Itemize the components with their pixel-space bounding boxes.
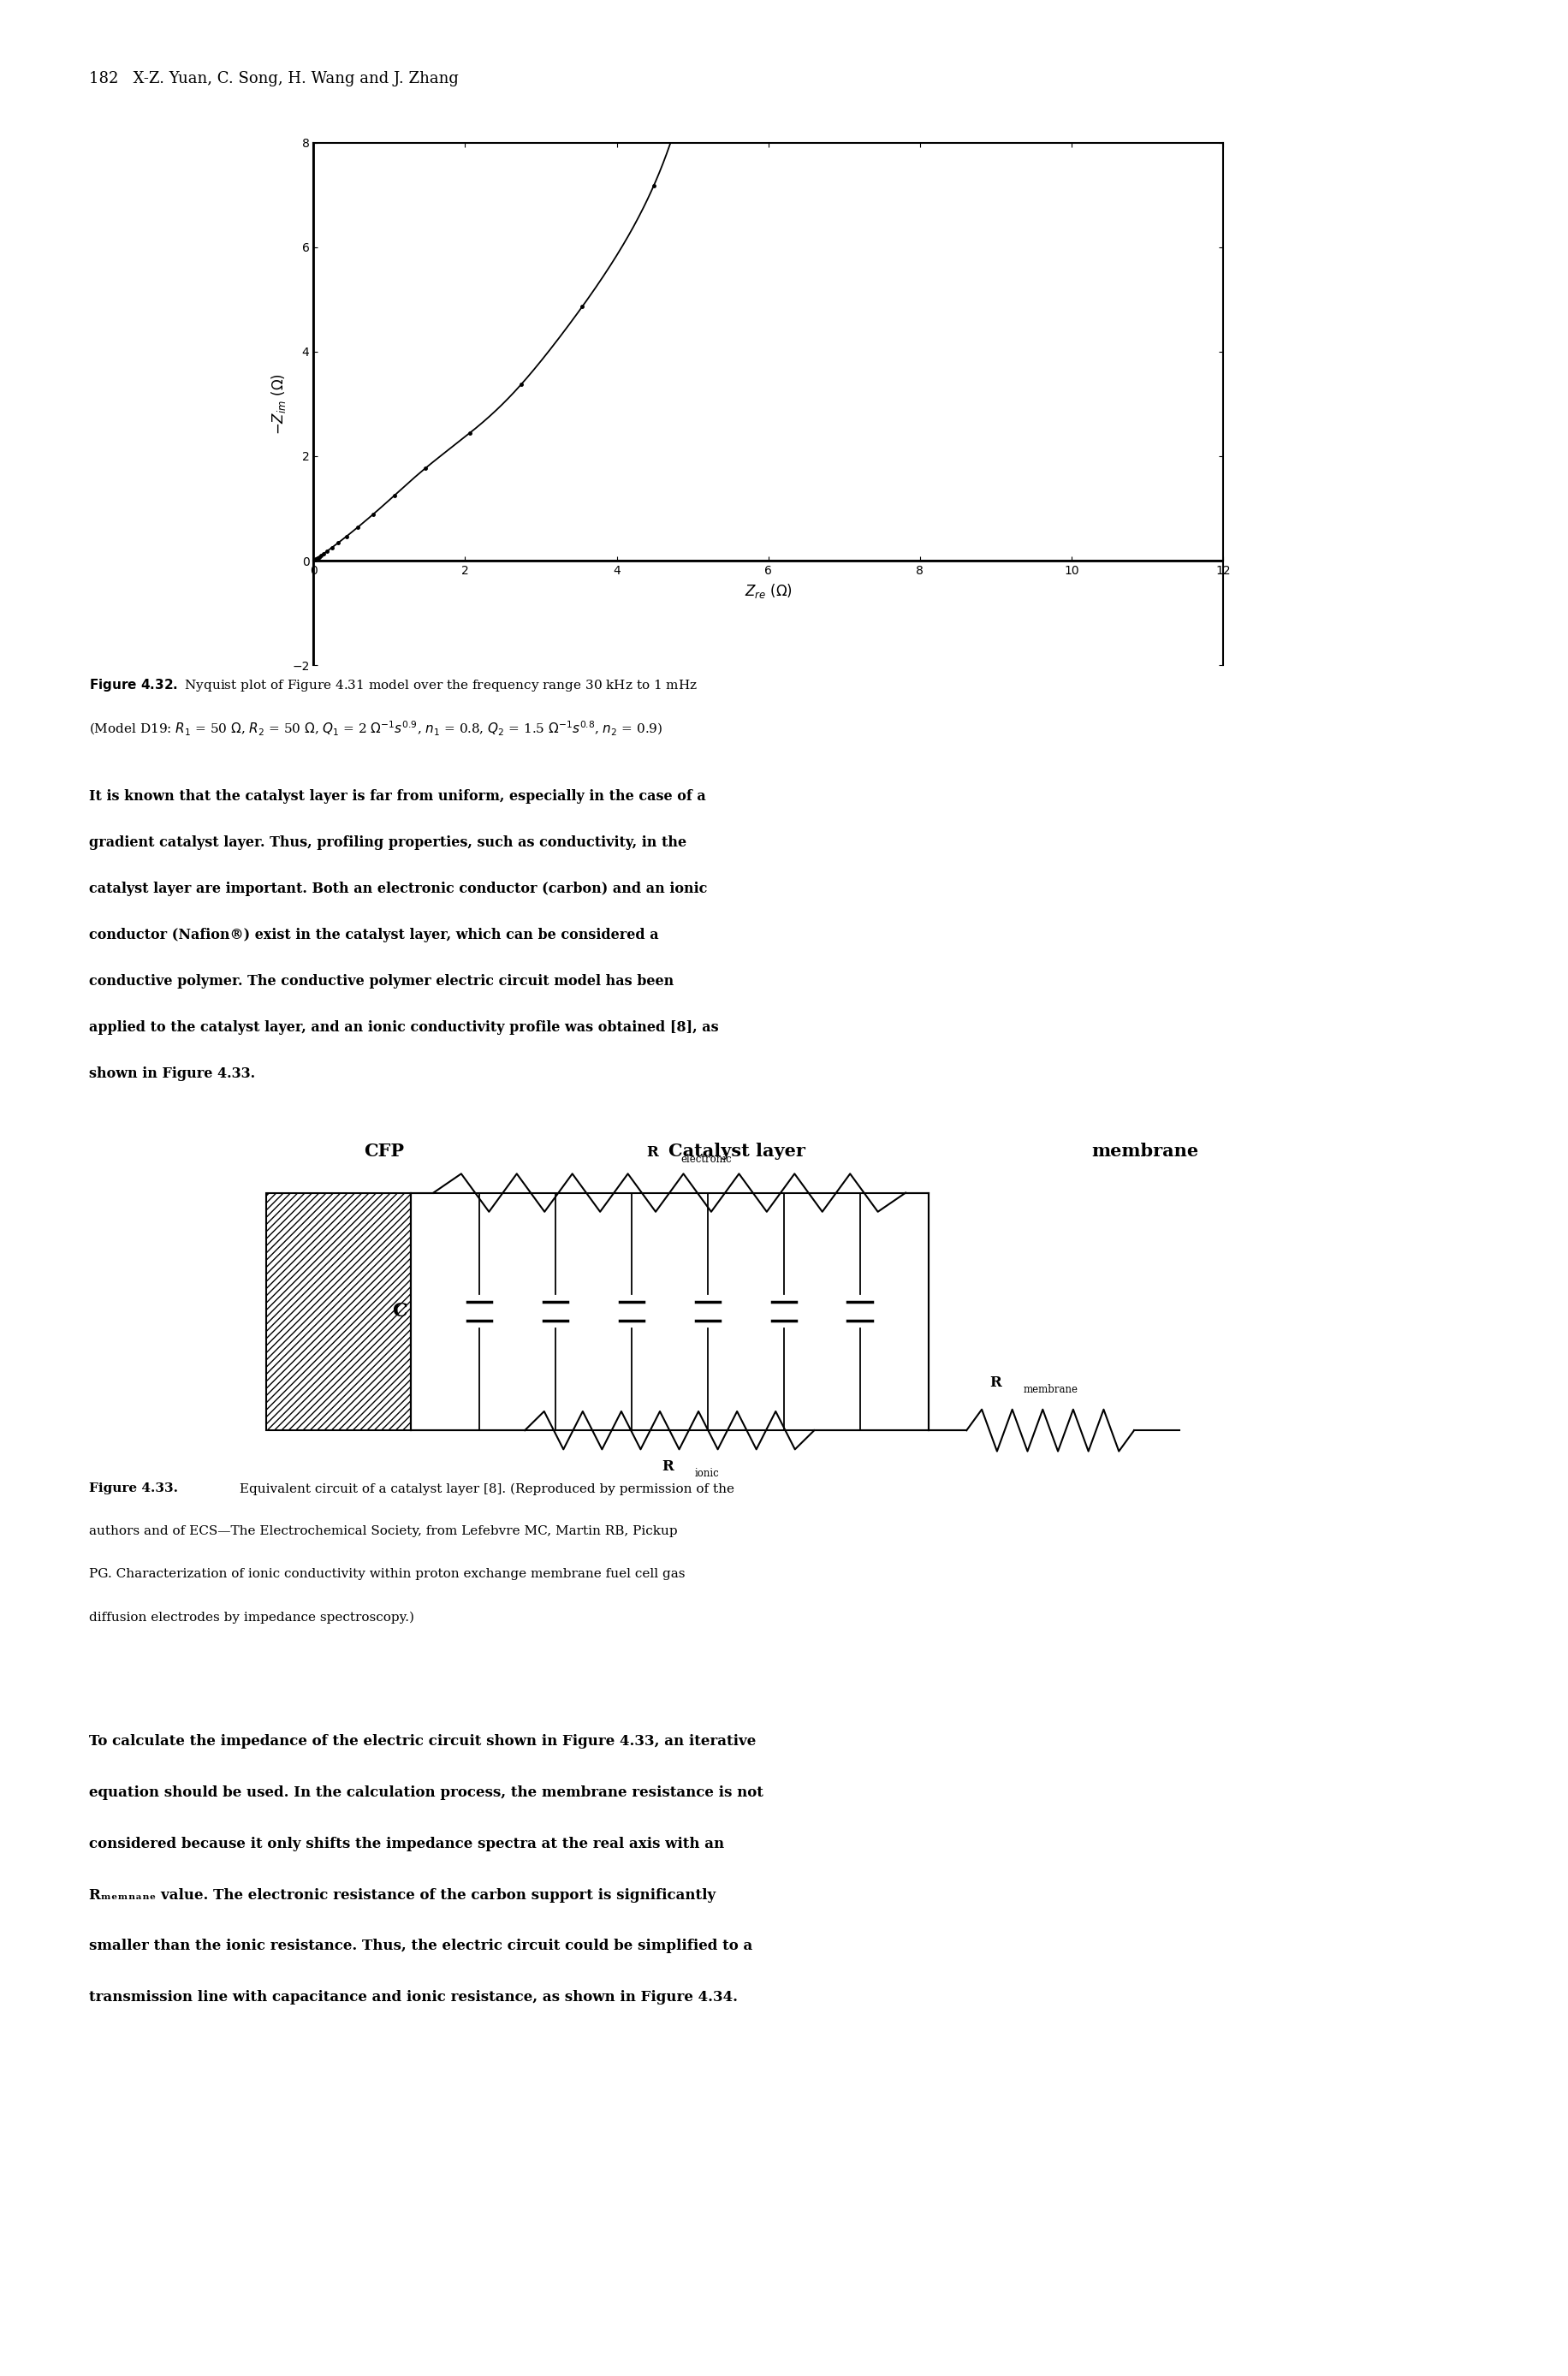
- Text: gradient catalyst layer. Thus, profiling properties, such as conductivity, in th: gradient catalyst layer. Thus, profiling…: [89, 836, 687, 851]
- Text: $\bf{Figure\ 4.32.}$ Nyquist plot of Figure 4.31 model over the frequency range : $\bf{Figure\ 4.32.}$ Nyquist plot of Fig…: [89, 677, 698, 694]
- Text: electronic: electronic: [681, 1155, 732, 1164]
- Text: smaller than the ionic resistance. Thus, the electric circuit could be simplifie: smaller than the ionic resistance. Thus,…: [89, 1939, 753, 1953]
- Text: membrane: membrane: [1024, 1383, 1079, 1395]
- Text: CFP: CFP: [364, 1143, 405, 1159]
- Text: diffusion electrodes by impedance spectroscopy.): diffusion electrodes by impedance spectr…: [89, 1611, 414, 1623]
- Text: (Model D19: $R_1$ = 50 $\Omega$, $R_2$ = 50 $\Omega$, $Q_1$ = 2 $\Omega^{-1}s^{0: (Model D19: $R_1$ = 50 $\Omega$, $R_2$ =…: [89, 720, 663, 739]
- Text: authors and of ECS—The Electrochemical Society, from Lefebvre MC, Martin RB, Pic: authors and of ECS—The Electrochemical S…: [89, 1525, 677, 1537]
- FancyBboxPatch shape: [411, 1193, 928, 1430]
- Text: ionic: ionic: [695, 1468, 720, 1478]
- Text: membrane: membrane: [1091, 1143, 1198, 1159]
- Y-axis label: $-Z_{im}\ (\Omega)$: $-Z_{im}\ (\Omega)$: [270, 373, 287, 435]
- X-axis label: $Z_{re}\ (\Omega)$: $Z_{re}\ (\Omega)$: [745, 582, 792, 599]
- Text: catalyst layer are important. Both an electronic conductor (carbon) and an ionic: catalyst layer are important. Both an el…: [89, 881, 707, 896]
- Text: R: R: [646, 1145, 659, 1159]
- Text: It is known that the catalyst layer is far from uniform, especially in the case : It is known that the catalyst layer is f…: [89, 789, 706, 803]
- Text: R: R: [662, 1459, 674, 1473]
- Text: 182   X-Z. Yuan, C. Song, H. Wang and J. Zhang: 182 X-Z. Yuan, C. Song, H. Wang and J. Z…: [89, 71, 459, 86]
- Text: Figure 4.33.: Figure 4.33.: [89, 1483, 179, 1495]
- Text: applied to the catalyst layer, and an ionic conductivity profile was obtained [8: applied to the catalyst layer, and an io…: [89, 1022, 720, 1036]
- Text: conductive polymer. The conductive polymer electric circuit model has been: conductive polymer. The conductive polym…: [89, 974, 674, 988]
- Text: equation should be used. In the calculation process, the membrane resistance is : equation should be used. In the calculat…: [89, 1787, 764, 1801]
- Text: considered because it only shifts the impedance spectra at the real axis with an: considered because it only shifts the im…: [89, 1837, 724, 1851]
- Text: Catalyst layer: Catalyst layer: [668, 1143, 806, 1159]
- Text: transmission line with capacitance and ionic resistance, as shown in Figure 4.34: transmission line with capacitance and i…: [89, 1991, 739, 2005]
- Text: C: C: [392, 1302, 406, 1321]
- Text: R: R: [989, 1376, 1002, 1390]
- Text: Rₘₑₘ⁢ₙₐₙₑ value. The electronic resistance of the carbon support is significantl: Rₘₑₘ⁢ₙₐₙₑ value. The electronic resistan…: [89, 1887, 717, 1903]
- Text: shown in Figure 4.33.: shown in Figure 4.33.: [89, 1067, 256, 1081]
- Text: conductor (Nafion®) exist in the catalyst layer, which can be considered a: conductor (Nafion®) exist in the catalys…: [89, 927, 659, 943]
- Text: Equivalent circuit of a catalyst layer [8]. (Reproduced by permission of the: Equivalent circuit of a catalyst layer […: [235, 1483, 734, 1495]
- Text: To calculate the impedance of the electric circuit shown in Figure 4.33, an iter: To calculate the impedance of the electr…: [89, 1734, 756, 1749]
- Text: PG. Characterization of ionic conductivity within proton exchange membrane fuel : PG. Characterization of ionic conductivi…: [89, 1568, 685, 1580]
